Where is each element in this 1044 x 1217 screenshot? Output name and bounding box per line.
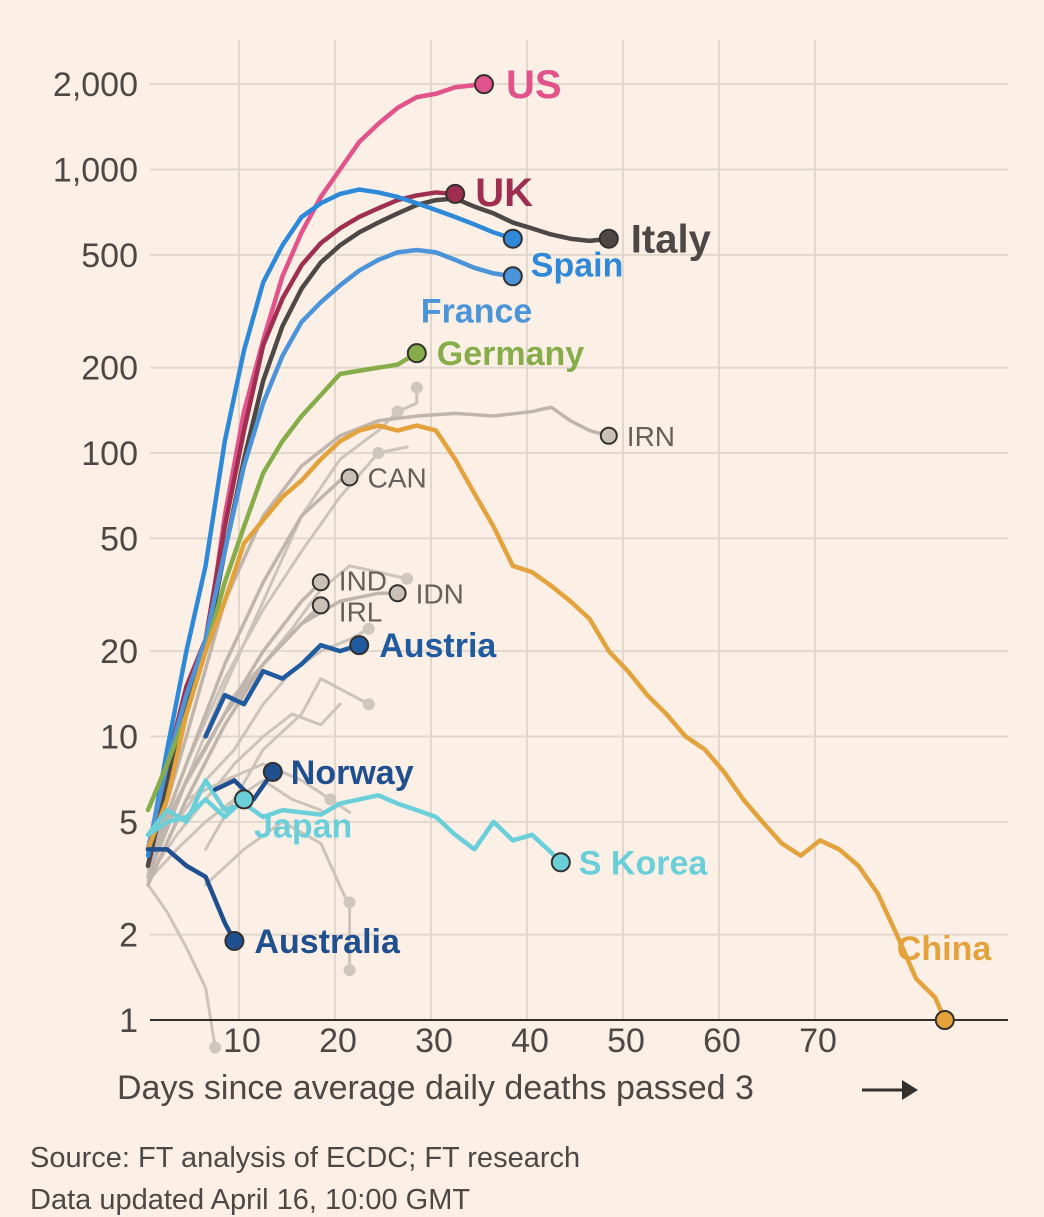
series-endpoint-irl [311,596,330,615]
x-tick-label: 30 [415,1022,453,1060]
x-tick-label: 70 [799,1022,837,1060]
x-tick-label: 60 [703,1022,741,1060]
series-label-can: CAN [368,462,427,493]
series-line-spain [145,187,516,858]
series-line-can [146,475,352,868]
series-endpoint-austria [349,635,370,656]
series-endpoint-italy [598,228,619,249]
y-tick-label: 1 [119,1002,138,1040]
series-label-france: France [421,292,533,330]
x-tick-label: 20 [319,1022,357,1060]
context-line [146,627,371,887]
context-point [410,381,423,394]
series-endpoint-germany [406,343,427,364]
series-lines [145,81,948,1023]
series-label-germany: Germany [437,335,584,373]
y-tick-label: 100 [81,435,138,473]
series-label-norway: Norway [291,754,414,792]
x-axis-label: Days since average daily deaths passed 3 [117,1069,754,1107]
right-arrow-icon [862,1080,918,1100]
y-tick-label: 20 [100,633,138,671]
updated-note: Data updated April 16, 10:00 GMT [30,1184,471,1216]
series-line-australia [145,847,237,944]
series-endpoint-s-korea [550,852,571,873]
series-line-irn [146,405,611,868]
y-tick-label: 2 [119,917,138,955]
context-point [401,572,414,585]
series-endpoint-us [474,74,494,95]
series-line-idn [146,591,400,868]
series-label-austria: Austria [379,627,497,665]
y-tick-label: 1,000 [53,152,138,190]
series-endpoint-norway [262,761,283,782]
chart: 1 2 5 10 20 50 100 200 500 1,000 2,000 10 20 30 40 50 60… [53,40,1008,1107]
y-tick-label: 50 [100,520,138,558]
y-tick-label: 500 [81,237,138,275]
context-point [362,622,375,635]
series-line-austria [203,642,362,739]
series-endpoint-uk [445,183,466,204]
series-label-idn: IDN [416,578,464,609]
context-point [391,405,404,418]
gridlines [150,40,1008,1020]
series-label-japan: Japan [254,807,352,845]
series-endpoint-irn [599,426,618,445]
context-line [146,386,419,875]
series-label-spain: Spain [531,247,624,285]
x-tick-label: 50 [607,1022,645,1060]
y-tick-label: 5 [119,804,138,842]
y-tick-label: 10 [100,719,138,757]
series-endpoint-can [340,468,359,487]
context-point [343,896,356,909]
series-endpoint-china [934,1010,955,1030]
context-point [372,447,385,459]
series-endpoint-idn [388,584,407,603]
series-line-france [145,247,516,852]
series-label-italy: Italy [631,218,712,262]
series-label-uk: UK [475,171,533,215]
series-endpoint-japan [234,789,254,810]
x-tick-label: 40 [511,1022,549,1060]
context-point [209,1041,222,1054]
series-label-us: US [506,63,562,107]
series-endpoint-spain [502,228,523,249]
context-line [146,883,217,1049]
source-note: Source: FT analysis of ECDC; FT research [30,1142,581,1174]
context-point [362,698,375,711]
context-line [146,702,342,879]
series-endpoint-ind [311,573,330,592]
series-line-china [145,423,948,1023]
axes: 1 2 5 10 20 50 100 200 500 1,000 2,000 10 20 30 40 50 60… [53,66,1008,1060]
x-tick-label: 10 [223,1022,261,1060]
context-point [324,793,337,806]
context-line [204,820,352,972]
series-endpoint-australia [224,930,245,951]
series-label-irn: IRN [627,421,675,452]
series-line-japan [145,797,247,838]
series-label-ind: IND [339,565,387,596]
series-label-s-korea: S Korea [579,844,709,882]
series-endpoint-france [502,266,523,287]
series-label-china: China [897,930,993,968]
series-label-australia: Australia [254,923,401,961]
y-tick-label: 200 [81,350,138,388]
series-label-irl: IRL [339,596,383,627]
y-tick-label: 2,000 [53,66,138,104]
series-line-s-korea [145,778,564,865]
context-point [343,964,356,977]
